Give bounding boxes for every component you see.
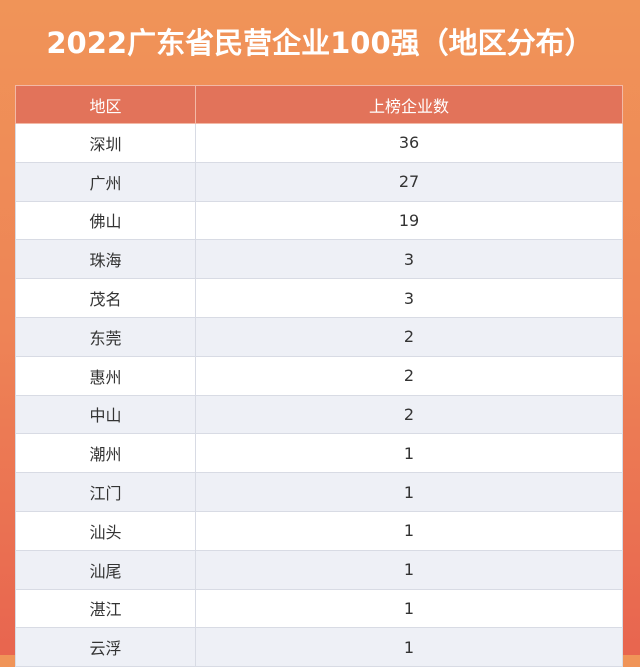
table-header-row: 地区 上榜企业数 <box>15 85 623 124</box>
table-row: 珠海 3 <box>15 239 623 280</box>
region-table: 地区 上榜企业数 深圳 36 广州 27 佛山 19 珠海 3 茂名 3 东莞 2 惠州 2 中山 2 潮州 1 江… <box>15 85 623 667</box>
column-header-region: 地区 <box>15 85 196 124</box>
region-cell: 江门 <box>15 472 196 512</box>
table-row: 潮州 1 <box>15 433 623 474</box>
table-row: 东莞 2 <box>15 316 623 357</box>
table-row: 茂名 3 <box>15 278 623 318</box>
count-cell: 19 <box>195 200 623 241</box>
table-row: 中山 2 <box>15 394 623 435</box>
table-row: 江门 1 <box>15 472 623 512</box>
region-cell: 东莞 <box>15 316 196 357</box>
column-header-count: 上榜企业数 <box>195 85 623 124</box>
region-cell: 珠海 <box>15 239 196 280</box>
count-cell: 1 <box>195 627 623 667</box>
region-cell: 汕头 <box>15 510 196 551</box>
count-cell: 3 <box>195 239 623 280</box>
table-row: 云浮 1 <box>15 627 623 667</box>
region-cell: 中山 <box>15 394 196 435</box>
count-cell: 2 <box>195 316 623 357</box>
count-cell: 1 <box>195 433 623 474</box>
count-cell: 36 <box>195 123 623 163</box>
count-cell: 3 <box>195 278 623 318</box>
region-cell: 汕尾 <box>15 549 196 590</box>
count-cell: 1 <box>195 472 623 512</box>
count-cell: 2 <box>195 355 623 396</box>
count-cell: 1 <box>195 549 623 590</box>
table-row: 深圳 36 <box>15 123 623 163</box>
region-cell: 深圳 <box>15 123 196 163</box>
count-cell: 1 <box>195 510 623 551</box>
count-cell: 27 <box>195 161 623 202</box>
table-row: 汕尾 1 <box>15 549 623 590</box>
region-cell: 惠州 <box>15 355 196 396</box>
region-cell: 云浮 <box>15 627 196 667</box>
table-row: 广州 27 <box>15 161 623 202</box>
count-cell: 1 <box>195 588 623 629</box>
region-cell: 潮州 <box>15 433 196 474</box>
region-cell: 湛江 <box>15 588 196 629</box>
table-row: 佛山 19 <box>15 200 623 241</box>
table-row: 惠州 2 <box>15 355 623 396</box>
region-cell: 佛山 <box>15 200 196 241</box>
count-cell: 2 <box>195 394 623 435</box>
table-row: 湛江 1 <box>15 588 623 629</box>
region-cell: 广州 <box>15 161 196 202</box>
page-title: 2022广东省民营企业100强（地区分布） <box>46 26 594 60</box>
region-cell: 茂名 <box>15 278 196 318</box>
table-row: 汕头 1 <box>15 510 623 551</box>
